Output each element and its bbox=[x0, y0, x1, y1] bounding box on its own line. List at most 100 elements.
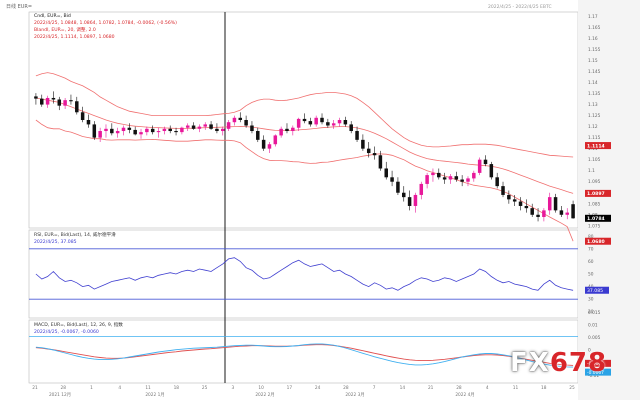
macd-panel bbox=[29, 336, 578, 368]
rsi-tick-label: 20 bbox=[588, 309, 594, 315]
candle-body bbox=[390, 177, 394, 182]
rsi-tag-box bbox=[585, 286, 609, 294]
macd-signal-line bbox=[35, 343, 574, 368]
price-tick-label: 1.17 bbox=[588, 14, 598, 20]
candle-body bbox=[291, 127, 295, 132]
x-date-label: 25 bbox=[202, 385, 208, 391]
price-tick-label: 1.125 bbox=[588, 113, 601, 119]
candle-body bbox=[92, 124, 97, 138]
candle-body bbox=[308, 121, 313, 125]
price-header-line1: Cndl, EUR=, Bid bbox=[34, 13, 71, 19]
price-tick-label: 1.1 bbox=[588, 168, 595, 174]
candle-body bbox=[69, 100, 73, 102]
x-month-label: 2022 3月 bbox=[345, 392, 364, 398]
candle-body bbox=[256, 131, 260, 140]
candle-body bbox=[466, 178, 470, 182]
x-month-label: 2021 12月 bbox=[49, 392, 71, 398]
rsi-tick-label: 60 bbox=[588, 259, 594, 265]
candle-body bbox=[145, 128, 149, 133]
macd-tick-label: 0.015 bbox=[588, 310, 601, 316]
price-tick-label: 1.145 bbox=[588, 69, 601, 75]
watermark: FX678 bbox=[510, 348, 607, 378]
price-tag-label: 1.0680 bbox=[587, 239, 605, 245]
macd-macd-line bbox=[35, 344, 574, 366]
panel-frames bbox=[28, 0, 640, 400]
x-date-label: 28 bbox=[456, 385, 462, 391]
x-date-label: 11 bbox=[513, 385, 519, 391]
candle-body bbox=[495, 177, 499, 187]
bollinger-bands bbox=[35, 72, 574, 242]
candle-body bbox=[454, 176, 459, 180]
candle-body bbox=[378, 155, 383, 169]
candle-body bbox=[326, 122, 330, 126]
x-date-label: 4 bbox=[118, 385, 121, 391]
x-date-label: 21 bbox=[428, 385, 434, 391]
candle-body bbox=[75, 101, 79, 113]
candle-body bbox=[331, 123, 336, 126]
candle-body bbox=[156, 131, 161, 133]
candle-body bbox=[279, 128, 283, 136]
candle-body bbox=[261, 139, 266, 149]
candle-body bbox=[162, 128, 167, 132]
candle-body bbox=[425, 175, 429, 184]
candle-body bbox=[372, 153, 377, 156]
macd-tag-box bbox=[585, 359, 611, 367]
x-date-label: 3 bbox=[231, 385, 234, 391]
candle-body bbox=[180, 127, 184, 133]
candle-body bbox=[40, 98, 44, 105]
candle-body bbox=[501, 186, 505, 195]
candle-body bbox=[80, 112, 85, 120]
candle-body bbox=[472, 172, 476, 179]
bollinger-upper-line bbox=[35, 72, 574, 158]
candle-body bbox=[565, 212, 569, 215]
x-date-label: 25 bbox=[569, 385, 575, 391]
candle-body bbox=[483, 159, 488, 165]
candle-body bbox=[512, 199, 517, 202]
price-tick-label: 1.135 bbox=[588, 91, 601, 97]
candle-body bbox=[98, 131, 102, 138]
candle-body bbox=[267, 144, 272, 149]
candle-body bbox=[361, 139, 365, 149]
x-month-label: 2022 4月 bbox=[455, 392, 474, 398]
rsi-tick-label: 70 bbox=[588, 246, 594, 252]
x-date-label: 21 bbox=[32, 385, 38, 391]
candle-body bbox=[174, 131, 178, 133]
price-tick-label: 1.12 bbox=[588, 124, 598, 130]
candle-body bbox=[215, 128, 219, 132]
x-month-label: 2022 1月 bbox=[145, 392, 164, 398]
price-tag-label: 1.0784 bbox=[587, 216, 605, 222]
candle-body bbox=[518, 201, 523, 206]
watermark-fx: FX bbox=[510, 348, 550, 378]
candle-body bbox=[402, 192, 406, 198]
candle-body bbox=[244, 120, 248, 126]
price-tick-label: 1.105 bbox=[588, 157, 601, 163]
rsi-tick-label: 50 bbox=[588, 272, 594, 278]
candle-body bbox=[396, 181, 400, 193]
price-tick-label: 1.15 bbox=[588, 58, 598, 64]
macd-tick-label: -0.01 bbox=[588, 373, 599, 379]
price-tag-box bbox=[585, 142, 611, 150]
candle-body bbox=[121, 127, 126, 132]
x-date-label: 7 bbox=[373, 385, 376, 391]
price-header-line2: 2022/4/25, 1.0848, 1.0864, 1.0782, 1.078… bbox=[34, 20, 177, 26]
candle-body bbox=[273, 135, 278, 145]
x-date-label: 28 bbox=[61, 385, 67, 391]
candle-body bbox=[507, 194, 511, 200]
candle-body bbox=[197, 126, 202, 129]
price-tick-label: 1.075 bbox=[588, 223, 601, 229]
price-tick-label: 1.11 bbox=[588, 146, 598, 152]
candle-body bbox=[413, 194, 418, 206]
candle-body bbox=[419, 183, 424, 195]
candle-body bbox=[296, 118, 301, 128]
x-date-label: 11 bbox=[145, 385, 151, 391]
candle-body bbox=[320, 117, 324, 123]
macd-tick-label: 0.005 bbox=[588, 335, 601, 341]
x-month-label: 2022 2月 bbox=[255, 392, 274, 398]
candle-body bbox=[553, 197, 558, 211]
candle-body bbox=[238, 117, 243, 120]
x-date-label: 17 bbox=[287, 385, 293, 391]
candle-body bbox=[57, 99, 62, 106]
candle-body bbox=[524, 205, 529, 209]
candle-body bbox=[168, 128, 172, 132]
